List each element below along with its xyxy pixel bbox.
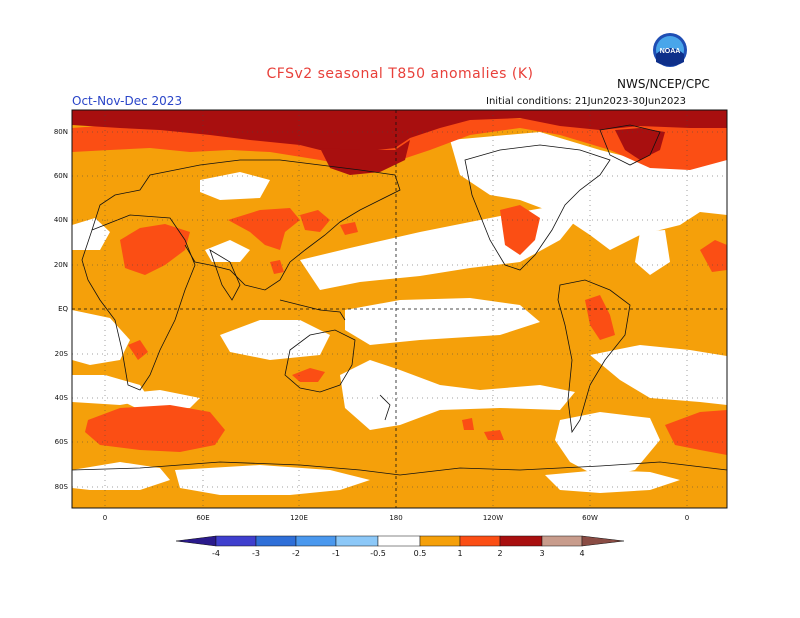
season-label: Oct-Nov-Dec 2023 xyxy=(72,94,183,108)
warm-regions-2to3 xyxy=(72,110,727,175)
lat-label: 60N xyxy=(54,172,68,180)
org-label: NWS/NCEP/CPC xyxy=(617,77,710,91)
colorbar-label: -4 xyxy=(212,549,220,558)
colorbar xyxy=(175,535,625,547)
lat-label: 40N xyxy=(54,216,68,224)
reference-lines xyxy=(72,110,727,508)
colorbar-label: -3 xyxy=(252,549,260,558)
lat-label: 60S xyxy=(55,438,69,446)
colorbar-label: -1 xyxy=(332,549,340,558)
colorbar-label: -0.5 xyxy=(370,549,386,558)
colorbar-arrow-left xyxy=(175,535,217,547)
lat-label: 80N xyxy=(54,128,68,136)
neutral-regions xyxy=(72,132,727,495)
colorbar-label: 1 xyxy=(457,549,462,558)
lat-label: 80S xyxy=(55,483,69,491)
lon-label: 60E xyxy=(196,514,209,522)
lon-label: 0 xyxy=(103,514,107,522)
lon-label: 120E xyxy=(290,514,308,522)
lat-label: EQ xyxy=(58,305,68,313)
lat-label: 40S xyxy=(55,394,69,402)
initial-conditions-label: Initial conditions: 21Jun2023-30Jun2023 xyxy=(486,96,687,107)
graticule xyxy=(72,110,727,508)
colorbar-labels: -4 -3 -2 -1 -0.5 0.5 1 2 3 4 xyxy=(212,549,585,558)
lon-label: 60W xyxy=(582,514,598,522)
coastlines xyxy=(71,124,728,476)
colorbar-label: 2 xyxy=(497,549,502,558)
map-frame xyxy=(71,109,728,509)
longitude-labels: 0 60E 120E 180 120W 60W 0 xyxy=(103,514,689,522)
lon-label: 0 xyxy=(685,514,689,522)
logo-text: NOAA xyxy=(660,48,681,55)
colorbar-arrow-right xyxy=(581,535,625,547)
latitude-labels: 80N 60N 40N 20N EQ 20S 40S 60S 80S xyxy=(54,128,69,491)
noaa-logo: NOAA xyxy=(652,32,688,68)
colorbar-label: 4 xyxy=(579,549,584,558)
colorbar-label: 3 xyxy=(539,549,544,558)
lon-label: 180 xyxy=(389,514,402,522)
map-title: CFSv2 seasonal T850 anomalies (K) xyxy=(266,66,534,82)
colorbar-label: 0.5 xyxy=(414,549,427,558)
lat-label: 20S xyxy=(55,350,69,358)
lat-label: 20N xyxy=(54,261,68,269)
colorbar-label: -2 xyxy=(292,549,300,558)
lon-label: 120W xyxy=(483,514,503,522)
